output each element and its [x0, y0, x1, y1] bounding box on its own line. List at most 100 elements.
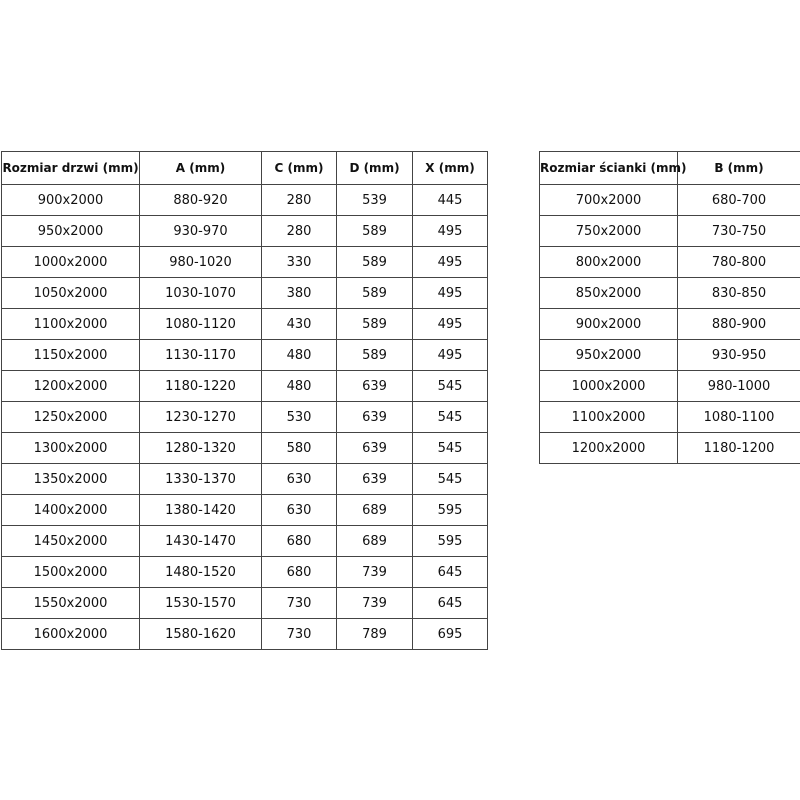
table-cell: 639: [336, 432, 413, 464]
table-row: 1450x2000 1430-1470 680 689 595: [1, 525, 488, 557]
table-cell: 1050x2000: [1, 277, 140, 309]
table-row: 1250x2000 1230-1270 530 639 545: [1, 401, 488, 433]
table-cell: 880-900: [677, 308, 800, 340]
table-cell: 1600x2000: [1, 618, 140, 650]
table-row: 1200x2000 1180-1200: [539, 432, 800, 464]
table-cell: 445: [412, 184, 488, 216]
table-cell: 495: [412, 215, 488, 247]
table-cell: 1100x2000: [1, 308, 140, 340]
table-cell: 1180-1220: [139, 370, 262, 402]
table-cell: 330: [261, 246, 337, 278]
column-header: A (mm): [139, 151, 262, 185]
table-cell: 595: [412, 494, 488, 526]
table-row: 1300x2000 1280-1320 580 639 545: [1, 432, 488, 464]
table-cell: 630: [261, 494, 337, 526]
table-cell: 730-750: [677, 215, 800, 247]
column-header: C (mm): [261, 151, 337, 185]
table-cell: 589: [336, 246, 413, 278]
table-row: 800x2000 780-800: [539, 246, 800, 278]
table-cell: 430: [261, 308, 337, 340]
table-cell: 495: [412, 246, 488, 278]
table-cell: 495: [412, 339, 488, 371]
table-cell: 730: [261, 618, 337, 650]
table-cell: 680: [261, 556, 337, 588]
table-cell: 1030-1070: [139, 277, 262, 309]
table-cell: 1480-1520: [139, 556, 262, 588]
table-cell: 1530-1570: [139, 587, 262, 619]
table-cell: 1000x2000: [539, 370, 678, 402]
table-cell: 630: [261, 463, 337, 495]
table-cell: 1350x2000: [1, 463, 140, 495]
table-cell: 1430-1470: [139, 525, 262, 557]
table-cell: 589: [336, 339, 413, 371]
table-cell: 539: [336, 184, 413, 216]
table-cell: 695: [412, 618, 488, 650]
table-cell: 1330-1370: [139, 463, 262, 495]
column-header: Rozmiar drzwi (mm): [1, 151, 140, 185]
table-cell: 495: [412, 277, 488, 309]
column-header: Rozmiar ścianki (mm): [539, 151, 687, 185]
table-cell: 739: [336, 587, 413, 619]
table-cell: 1000x2000: [1, 246, 140, 278]
column-header: X (mm): [412, 151, 488, 185]
table-header-row: Rozmiar drzwi (mm) A (mm) C (mm) D (mm) X (m…: [1, 151, 488, 185]
table-cell: 780-800: [677, 246, 800, 278]
table-cell: 1400x2000: [1, 494, 140, 526]
table-row: 1000x2000 980-1000: [539, 370, 800, 402]
table-cell: 495: [412, 308, 488, 340]
table-cell: 1280-1320: [139, 432, 262, 464]
table-cell: 480: [261, 339, 337, 371]
table-cell: 900x2000: [539, 308, 678, 340]
table-cell: 680-700: [677, 184, 800, 216]
table-cell: 689: [336, 494, 413, 526]
table-cell: 639: [336, 463, 413, 495]
table-cell: 280: [261, 184, 337, 216]
column-header: B (mm): [677, 151, 800, 185]
table-row: 950x2000 930-950: [539, 339, 800, 371]
table-cell: 589: [336, 277, 413, 309]
table-cell: 930-950: [677, 339, 800, 371]
table-cell: 645: [412, 587, 488, 619]
table-cell: 1080-1100: [677, 401, 800, 433]
table-cell: 545: [412, 401, 488, 433]
table-cell: 480: [261, 370, 337, 402]
table-cell: 750x2000: [539, 215, 678, 247]
table-row: 1100x2000 1080-1120 430 589 495: [1, 308, 488, 340]
table-cell: 545: [412, 370, 488, 402]
table-cell: 1130-1170: [139, 339, 262, 371]
door-size-table: Rozmiar drzwi (mm) A (mm) C (mm) D (mm) X (m…: [1, 151, 488, 650]
table-cell: 1500x2000: [1, 556, 140, 588]
table-row: 850x2000 830-850: [539, 277, 800, 309]
table-row: 1050x2000 1030-1070 380 589 495: [1, 277, 488, 309]
table-cell: 730: [261, 587, 337, 619]
table-cell: 739: [336, 556, 413, 588]
table-row: 1600x2000 1580-1620 730 789 695: [1, 618, 488, 650]
table-cell: 1150x2000: [1, 339, 140, 371]
table-header-row: Rozmiar ścianki (mm) B (mm): [539, 151, 800, 185]
table-cell: 880-920: [139, 184, 262, 216]
table-row: 1150x2000 1130-1170 480 589 495: [1, 339, 488, 371]
table-cell: 700x2000: [539, 184, 678, 216]
table-cell: 789: [336, 618, 413, 650]
table-row: 1200x2000 1180-1220 480 639 545: [1, 370, 488, 402]
table-cell: 950x2000: [539, 339, 678, 371]
table-row: 1000x2000 980-1020 330 589 495: [1, 246, 488, 278]
table-cell: 1580-1620: [139, 618, 262, 650]
table-row: 700x2000 680-700: [539, 184, 800, 216]
table-row: 1500x2000 1480-1520 680 739 645: [1, 556, 488, 588]
column-header: D (mm): [336, 151, 413, 185]
table-cell: 545: [412, 432, 488, 464]
table-row: 900x2000 880-900: [539, 308, 800, 340]
table-cell: 680: [261, 525, 337, 557]
table-cell: 595: [412, 525, 488, 557]
table-row: 950x2000 930-970 280 589 495: [1, 215, 488, 247]
table-row: 750x2000 730-750: [539, 215, 800, 247]
table-cell: 830-850: [677, 277, 800, 309]
table-row: 1550x2000 1530-1570 730 739 645: [1, 587, 488, 619]
table-cell: 645: [412, 556, 488, 588]
table-cell: 800x2000: [539, 246, 678, 278]
table-cell: 1100x2000: [539, 401, 678, 433]
table-cell: 1450x2000: [1, 525, 140, 557]
table-cell: 280: [261, 215, 337, 247]
table-cell: 1200x2000: [1, 370, 140, 402]
